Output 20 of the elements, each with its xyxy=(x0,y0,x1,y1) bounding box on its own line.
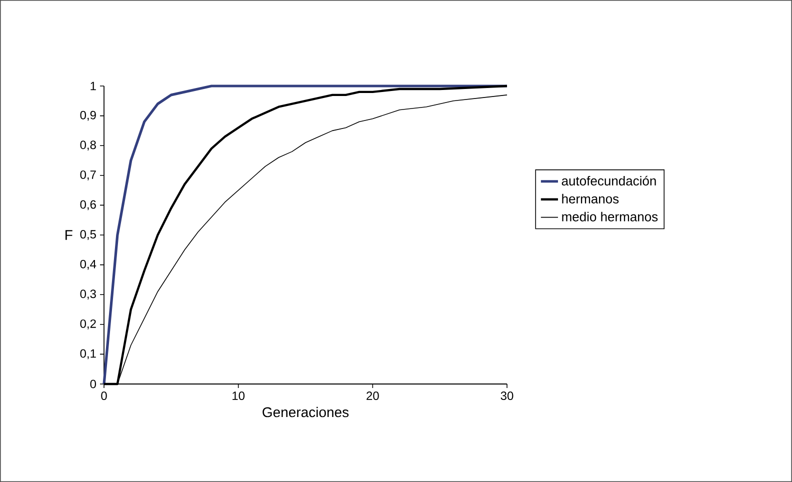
legend-label: hermanos xyxy=(562,194,619,204)
y-axis-title: F xyxy=(66,230,72,240)
x-tick-label: 30 xyxy=(500,392,514,400)
y-tick-label: 0,9 xyxy=(80,110,96,121)
y-tick-label: 0,7 xyxy=(80,170,96,180)
x-tick-label: 20 xyxy=(366,392,379,400)
y-tick-label: 0,4 xyxy=(80,260,96,270)
x-axis-title: Generaciones xyxy=(262,406,349,418)
y-tick-label: 0,5 xyxy=(80,230,96,240)
x-tick-label: 0 xyxy=(101,392,107,400)
legend-label: medio hermanos xyxy=(562,212,658,222)
y-tick-label: 0 xyxy=(90,380,96,388)
y-tick-label: 0,3 xyxy=(80,290,96,300)
y-tick-label: 0,8 xyxy=(80,140,96,151)
x-tick-label: 10 xyxy=(232,392,245,400)
y-tick-label: 1 xyxy=(90,82,96,90)
y-tick-label: 0,2 xyxy=(80,319,96,330)
legend-label: autofecundación xyxy=(562,176,656,186)
y-tick-label: 0,1 xyxy=(80,349,96,360)
y-tick-label: 0,6 xyxy=(80,200,96,210)
